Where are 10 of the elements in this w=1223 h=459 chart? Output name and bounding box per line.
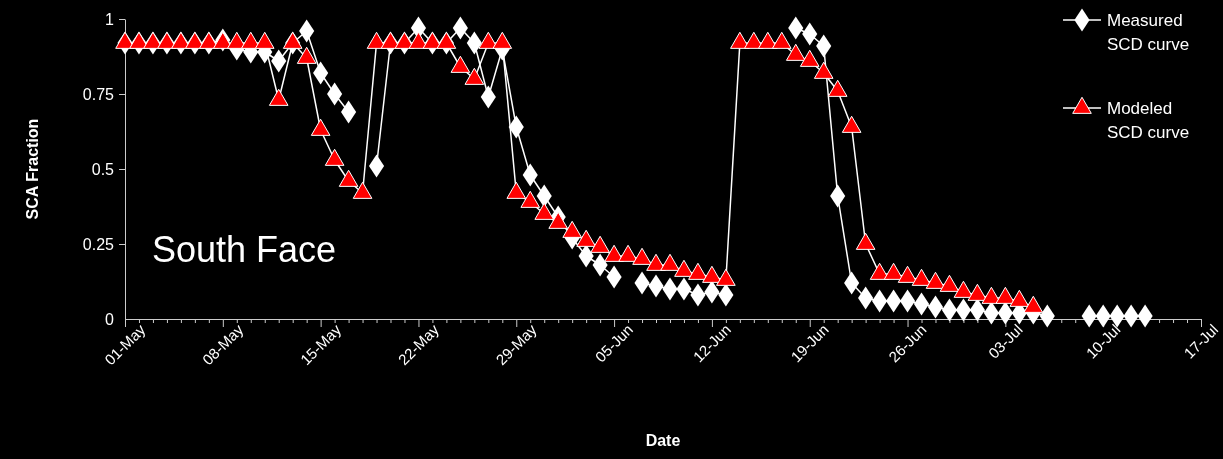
legend-label: Measured SCD curve — [1107, 11, 1190, 54]
y-tick-label: 0.25 — [82, 235, 115, 253]
x-axis-title: Date — [645, 432, 681, 449]
y-tick-label: 1 — [105, 10, 115, 28]
annotation: South Face — [152, 229, 337, 270]
y-tick-label: 0.5 — [91, 160, 115, 178]
y-tick-label: 0 — [105, 310, 115, 328]
y-tick-label: 0.75 — [82, 85, 115, 103]
legend-label: Modeled SCD curve — [1107, 99, 1190, 142]
y-axis-title: SCA Fraction — [24, 118, 41, 220]
